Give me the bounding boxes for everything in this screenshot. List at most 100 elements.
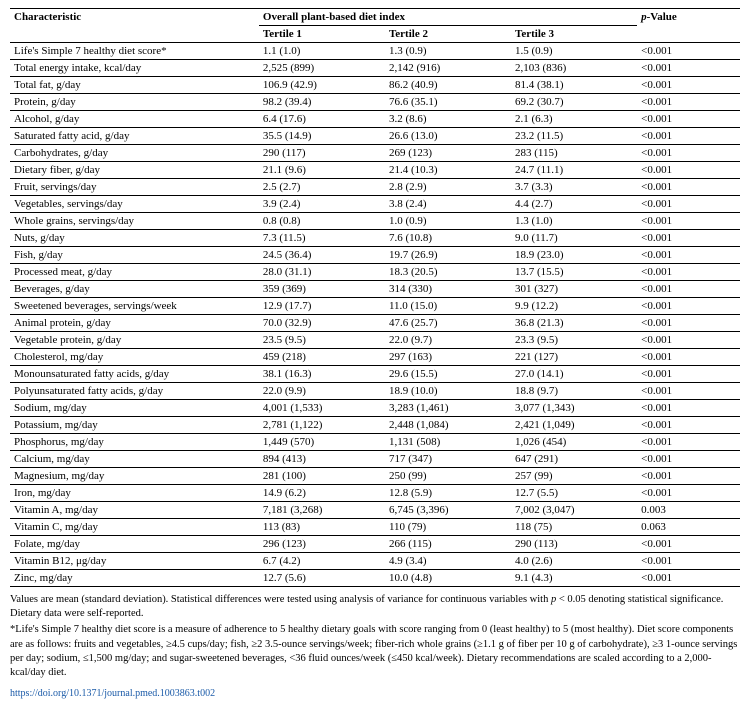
cell-t2: 1,131 (508) — [385, 434, 511, 451]
cell-t2: 10.0 (4.8) — [385, 570, 511, 587]
cell-pvalue: <0.001 — [637, 128, 740, 145]
diet-index-table: Characteristic Overall plant-based diet … — [10, 8, 740, 587]
cell-t2: 2,142 (916) — [385, 60, 511, 77]
cell-t2: 3.2 (8.6) — [385, 111, 511, 128]
cell-t2: 18.9 (10.0) — [385, 383, 511, 400]
table-row: Iron, mg/day14.9 (6.2)12.8 (5.9)12.7 (5.… — [10, 485, 740, 502]
table-row: Folate, mg/day296 (123)266 (115)290 (113… — [10, 536, 740, 553]
table-row: Vegetables, servings/day3.9 (2.4)3.8 (2.… — [10, 196, 740, 213]
cell-t1: 23.5 (9.5) — [259, 332, 385, 349]
cell-t3: 3.7 (3.3) — [511, 179, 637, 196]
cell-t3: 290 (113) — [511, 536, 637, 553]
cell-characteristic: Monounsaturated fatty acids, g/day — [10, 366, 259, 383]
col-tertile-3: Tertile 3 — [511, 26, 637, 43]
cell-characteristic: Magnesium, mg/day — [10, 468, 259, 485]
cell-t3: 301 (327) — [511, 281, 637, 298]
cell-t1: 113 (83) — [259, 519, 385, 536]
cell-characteristic: Vitamin A, mg/day — [10, 502, 259, 519]
cell-pvalue: <0.001 — [637, 536, 740, 553]
cell-t3: 69.2 (30.7) — [511, 94, 637, 111]
cell-characteristic: Beverages, g/day — [10, 281, 259, 298]
cell-t2: 6,745 (3,396) — [385, 502, 511, 519]
cell-pvalue: <0.001 — [637, 43, 740, 60]
cell-t3: 1.5 (0.9) — [511, 43, 637, 60]
cell-t2: 47.6 (25.7) — [385, 315, 511, 332]
table-row: Animal protein, g/day70.0 (32.9)47.6 (25… — [10, 315, 740, 332]
cell-characteristic: Cholesterol, mg/day — [10, 349, 259, 366]
cell-t3: 221 (127) — [511, 349, 637, 366]
cell-t3: 283 (115) — [511, 145, 637, 162]
cell-pvalue: <0.001 — [637, 298, 740, 315]
table-row: Fruit, servings/day2.5 (2.7)2.8 (2.9)3.7… — [10, 179, 740, 196]
cell-t2: 29.6 (15.5) — [385, 366, 511, 383]
cell-t1: 21.1 (9.6) — [259, 162, 385, 179]
cell-pvalue: <0.001 — [637, 366, 740, 383]
cell-pvalue: <0.001 — [637, 400, 740, 417]
table-row: Vitamin C, mg/day113 (83)110 (79)118 (75… — [10, 519, 740, 536]
cell-t3: 18.8 (9.7) — [511, 383, 637, 400]
table-row: Sweetened beverages, servings/week12.9 (… — [10, 298, 740, 315]
cell-characteristic: Processed meat, g/day — [10, 264, 259, 281]
cell-t1: 7.3 (11.5) — [259, 230, 385, 247]
cell-pvalue: <0.001 — [637, 94, 740, 111]
cell-t2: 250 (99) — [385, 468, 511, 485]
cell-t1: 1,449 (570) — [259, 434, 385, 451]
cell-t3: 27.0 (14.1) — [511, 366, 637, 383]
cell-characteristic: Polyunsaturated fatty acids, g/day — [10, 383, 259, 400]
table-row: Vegetable protein, g/day23.5 (9.5)22.0 (… — [10, 332, 740, 349]
cell-t1: 12.9 (17.7) — [259, 298, 385, 315]
cell-t3: 9.1 (4.3) — [511, 570, 637, 587]
cell-t1: 296 (123) — [259, 536, 385, 553]
cell-t3: 12.7 (5.5) — [511, 485, 637, 502]
cell-t2: 22.0 (9.7) — [385, 332, 511, 349]
cell-t3: 647 (291) — [511, 451, 637, 468]
cell-t1: 281 (100) — [259, 468, 385, 485]
cell-t3: 2,421 (1,049) — [511, 417, 637, 434]
cell-t1: 7,181 (3,268) — [259, 502, 385, 519]
cell-t3: 4.4 (2.7) — [511, 196, 637, 213]
cell-t2: 76.6 (35.1) — [385, 94, 511, 111]
cell-t1: 894 (413) — [259, 451, 385, 468]
cell-t2: 21.4 (10.3) — [385, 162, 511, 179]
cell-t2: 18.3 (20.5) — [385, 264, 511, 281]
table-row: Cholesterol, mg/day459 (218)297 (163)221… — [10, 349, 740, 366]
cell-characteristic: Whole grains, servings/day — [10, 213, 259, 230]
cell-characteristic: Carbohydrates, g/day — [10, 145, 259, 162]
col-tertile-2: Tertile 2 — [385, 26, 511, 43]
cell-t3: 3,077 (1,343) — [511, 400, 637, 417]
cell-t1: 3.9 (2.4) — [259, 196, 385, 213]
cell-t2: 2.8 (2.9) — [385, 179, 511, 196]
table-row: Life's Simple 7 healthy diet score*1.1 (… — [10, 43, 740, 60]
cell-t3: 118 (75) — [511, 519, 637, 536]
doi-link[interactable]: https://doi.org/10.1371/journal.pmed.100… — [10, 688, 740, 699]
cell-t1: 98.2 (39.4) — [259, 94, 385, 111]
cell-t3: 23.3 (9.5) — [511, 332, 637, 349]
cell-pvalue: <0.001 — [637, 196, 740, 213]
cell-t2: 269 (123) — [385, 145, 511, 162]
cell-t2: 314 (330) — [385, 281, 511, 298]
cell-characteristic: Sweetened beverages, servings/week — [10, 298, 259, 315]
cell-t3: 13.7 (15.5) — [511, 264, 637, 281]
table-row: Calcium, mg/day894 (413)717 (347)647 (29… — [10, 451, 740, 468]
cell-characteristic: Vegetables, servings/day — [10, 196, 259, 213]
cell-characteristic: Alcohol, g/day — [10, 111, 259, 128]
cell-t1: 35.5 (14.9) — [259, 128, 385, 145]
cell-pvalue: <0.001 — [637, 485, 740, 502]
cell-t2: 717 (347) — [385, 451, 511, 468]
cell-t3: 2,103 (836) — [511, 60, 637, 77]
cell-t1: 2,525 (899) — [259, 60, 385, 77]
table-row: Protein, g/day98.2 (39.4)76.6 (35.1)69.2… — [10, 94, 740, 111]
cell-t2: 266 (115) — [385, 536, 511, 553]
table-row: Fish, g/day24.5 (36.4)19.7 (26.9)18.9 (2… — [10, 247, 740, 264]
cell-characteristic: Phosphorus, mg/day — [10, 434, 259, 451]
cell-pvalue: <0.001 — [637, 162, 740, 179]
cell-pvalue: <0.001 — [637, 60, 740, 77]
cell-t3: 9.9 (12.2) — [511, 298, 637, 315]
cell-t1: 1.1 (1.0) — [259, 43, 385, 60]
col-overall: Overall plant-based diet index — [259, 9, 637, 26]
cell-t1: 14.9 (6.2) — [259, 485, 385, 502]
cell-pvalue: <0.001 — [637, 77, 740, 94]
cell-pvalue: <0.001 — [637, 213, 740, 230]
cell-pvalue: <0.001 — [637, 230, 740, 247]
cell-t3: 36.8 (21.3) — [511, 315, 637, 332]
